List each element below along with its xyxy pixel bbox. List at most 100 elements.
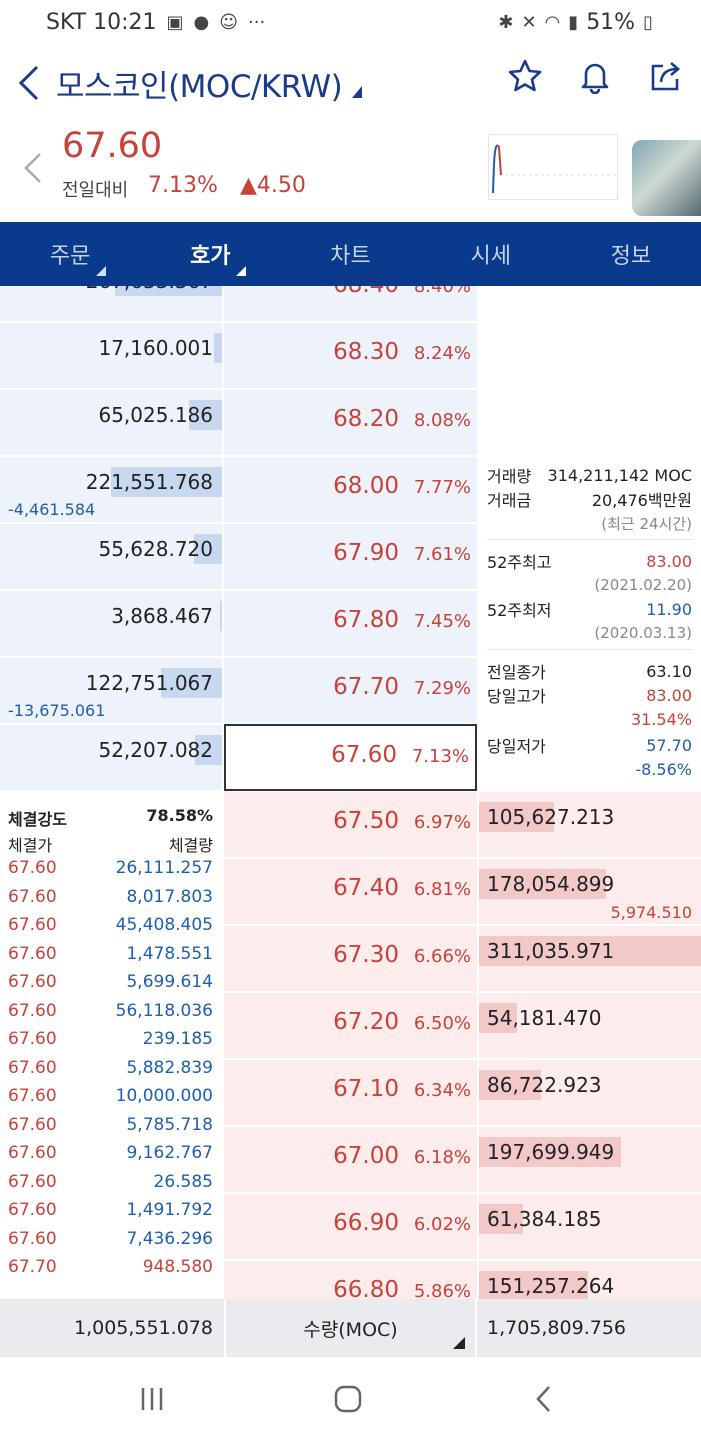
ask-price-cell[interactable]: 68.20 8.08% xyxy=(224,390,477,455)
ask-qty-cell[interactable]: 122,751.067 -13,675.061 xyxy=(0,658,222,723)
ask-row: 17,160.001 68.30 8.24% xyxy=(0,323,701,390)
back-button[interactable] xyxy=(0,53,56,113)
day-high-row: 당일고가 83.00 xyxy=(487,684,692,707)
ask-price-cell[interactable]: 67.80 7.45% xyxy=(224,591,477,656)
ask-qty-cell[interactable]: 52,207.082 xyxy=(0,725,222,790)
bid-price-cell[interactable]: 67.40 6.81% xyxy=(224,859,477,924)
system-nav-bar xyxy=(0,1357,701,1440)
mini-price-chart[interactable] xyxy=(488,134,618,200)
trade-price: 67.60 xyxy=(8,1143,57,1163)
amount-value: 20,476백만원 xyxy=(591,491,692,510)
trade-row: 67.70 948.580 xyxy=(8,1257,213,1277)
coin-select-dropdown-icon[interactable] xyxy=(352,86,363,98)
tab-info-label: 정보 xyxy=(610,244,652,269)
bid-qty: 105,627.213 xyxy=(487,805,615,829)
bid-price-cell[interactable]: 67.20 6.50% xyxy=(224,993,477,1058)
bid-price: 66.90 xyxy=(333,1210,399,1236)
trade-qty: 5,882.839 xyxy=(126,1057,213,1078)
tab-order[interactable]: 주문 xyxy=(0,222,140,286)
bid-qty-cell[interactable]: 105,627.213 xyxy=(479,792,701,857)
ask-qty-cell[interactable]: 55,628.720 xyxy=(0,524,222,589)
ask-price-cell[interactable]: 67.70 7.29% xyxy=(224,658,477,723)
ask-price-cell[interactable]: 68.00 7.77% xyxy=(224,457,477,522)
bid-percent: 6.02% xyxy=(413,1214,471,1235)
trade-qty: 5,699.614 xyxy=(126,972,213,992)
trade-qty: 7,436.296 xyxy=(126,1228,213,1249)
coin-title[interactable]: 모스코인(MOC/KRW) xyxy=(56,68,343,105)
trade-row: 67.60 1,491.792 xyxy=(8,1200,213,1220)
ask-price-cell[interactable]: 68.30 8.24% xyxy=(224,323,477,388)
trade-price: 67.60 xyxy=(8,1000,57,1021)
previous-coin-arrow-icon[interactable] xyxy=(18,148,48,188)
bid-qty-cell[interactable]: 311,035.971 xyxy=(479,926,701,991)
mute-icon: ✕ xyxy=(521,11,537,33)
prev-close-row: 전일종가 63.10 xyxy=(487,660,692,683)
share-button[interactable] xyxy=(647,58,683,94)
bid-price-cell[interactable]: 66.90 6.02% xyxy=(224,1194,477,1259)
trade-price: 67.60 xyxy=(8,1029,57,1049)
ask-price: 67.70 xyxy=(333,674,399,700)
bid-qty-cell[interactable]: 197,699.949 xyxy=(479,1127,701,1192)
ask-price: 68.30 xyxy=(333,339,399,365)
recent-apps-button[interactable] xyxy=(122,1379,182,1419)
bid-qty-cell[interactable]: 178,054.899 5,974.510 xyxy=(479,859,701,924)
price-summary: 67.60 전일대비 7.13% ▲4.50 xyxy=(0,118,701,222)
bid-price-cell[interactable]: 67.30 6.66% xyxy=(224,926,477,991)
ask-qty: 3,868.467 xyxy=(111,604,213,628)
ask-qty: 267,633.367 xyxy=(86,286,213,293)
diff-label: 전일대비 xyxy=(62,180,129,201)
ask-qty: 17,160.001 xyxy=(98,336,213,360)
trade-price: 67.60 xyxy=(8,1171,57,1192)
bluetooth-icon: ✱ xyxy=(498,11,514,33)
bid-price-cell[interactable]: 67.10 6.34% xyxy=(224,1060,477,1125)
ask-qty-cell[interactable]: 267,633.367 xyxy=(0,286,222,321)
strength-label: 체결강도 xyxy=(8,810,67,829)
bid-price-cell[interactable]: 67.00 6.18% xyxy=(224,1127,477,1192)
alert-button[interactable] xyxy=(577,58,613,94)
bid-price-cell[interactable]: 66.80 5.86% xyxy=(224,1261,477,1299)
ask-qty-cell[interactable]: 17,160.001 xyxy=(0,323,222,388)
message-icon: ● xyxy=(193,11,210,33)
tab-orderbook[interactable]: 호가 xyxy=(140,222,280,286)
trade-price: 67.60 xyxy=(8,972,57,992)
bid-volume-bar xyxy=(479,1003,517,1033)
ask-price-cell[interactable]: 68.40 8.40% xyxy=(224,286,477,321)
ask-qty-cell[interactable]: 3,868.467 xyxy=(0,591,222,656)
low52-row: 52주최저 11.90 xyxy=(487,598,692,621)
system-back-button[interactable] xyxy=(514,1379,574,1419)
bid-price-cell[interactable]: 67.50 6.97% xyxy=(224,792,477,857)
bid-row: 66.80 5.86% 151,257.264 xyxy=(0,1261,701,1299)
ask-percent: 8.40% xyxy=(413,286,471,297)
ask-price-cell[interactable]: 67.90 7.61% xyxy=(224,524,477,589)
back-chevron-icon xyxy=(18,65,39,101)
bid-total: 1,705,809.756 xyxy=(487,1317,627,1339)
tab-info[interactable]: 정보 xyxy=(561,222,701,286)
volume-label: 거래량 xyxy=(487,467,532,486)
bid-row: 67.50 6.97% 105,627.213 xyxy=(0,792,701,859)
ask-qty-cell[interactable]: 221,551.768 -4,461.584 xyxy=(0,457,222,522)
bid-qty-cell[interactable]: 61,384.185 xyxy=(479,1194,701,1259)
tab-chart[interactable]: 차트 xyxy=(280,222,420,286)
trade-qty: 10,000.000 xyxy=(115,1086,213,1106)
ask-percent: 8.24% xyxy=(413,343,471,364)
prev-close-label: 전일종가 xyxy=(487,663,546,682)
low52-label: 52주최저 xyxy=(487,601,552,620)
amount-label: 거래금 xyxy=(487,491,532,510)
ask-price: 67.80 xyxy=(333,607,399,633)
bid-qty-cell[interactable]: 86,722.923 xyxy=(479,1060,701,1125)
tab-market[interactable]: 시세 xyxy=(421,222,561,286)
unit-selector[interactable]: 수량(MOC) xyxy=(224,1299,477,1357)
high52-value: 83.00 xyxy=(646,551,692,571)
ask-price-cell[interactable]: 67.60 7.13% xyxy=(224,724,477,791)
advertisement-thumbnail[interactable] xyxy=(632,140,701,216)
battery-level: 51% xyxy=(586,9,636,35)
ask-qty-cell[interactable]: 65,025.186 xyxy=(0,390,222,455)
trade-row: 67.60 9,162.767 xyxy=(8,1143,213,1163)
tab-bar: 주문 호가 차트 시세 정보 xyxy=(0,222,701,286)
unit-dropdown-icon xyxy=(453,1337,465,1349)
bid-qty-cell[interactable]: 54,181.470 xyxy=(479,993,701,1058)
ask-qty: 52,207.082 xyxy=(98,738,213,762)
favorite-button[interactable] xyxy=(507,58,543,94)
home-button[interactable] xyxy=(318,1379,378,1419)
bid-qty-cell[interactable]: 151,257.264 xyxy=(479,1261,701,1299)
